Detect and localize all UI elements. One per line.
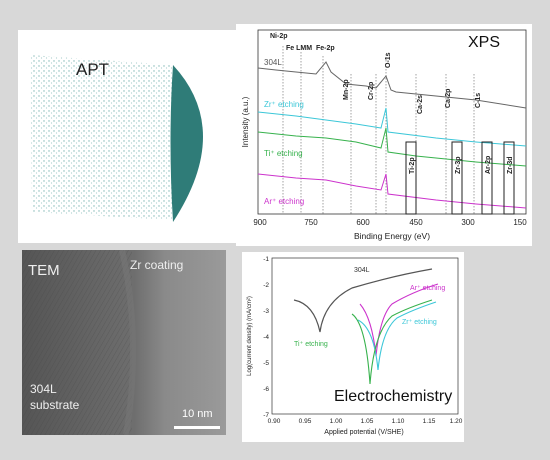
xps-boxed-label: Zr-3d [507,157,514,175]
xps-boxed-label: Ar-2p [485,156,492,174]
ec-curve-ar [359,283,439,357]
xps-peak-label: Ni-2p [270,33,288,40]
xps-peak-label: Fe-2p [316,45,335,52]
tem-substrate-line1: 304L [30,382,57,396]
ec-xtick: 1.15 [423,418,436,425]
ec-ytick: -4 [263,334,269,341]
xps-trace-label-ar: Ar⁺ etching [264,197,304,206]
xps-peak-label: Mn-2p [343,79,350,100]
ec-curve-zr [357,301,437,371]
xps-spectrum-304l [257,61,527,109]
xps-trace-label-ti: Ti⁺ etching [264,149,303,158]
xps-box-zr3p [451,141,463,215]
xps-plot-frame [257,29,527,215]
ec-xtick: 0.95 [299,418,312,425]
apt-label: APT [76,60,110,79]
tem-label: TEM [28,262,60,279]
xps-xtick: 900 [253,218,267,227]
tem-coating-label: Zr coating [130,258,184,272]
tem-scalebar-label: 10 nm [182,408,213,420]
polarization-chart: -1 -2 -3 -4 -5 -6 -7 0.90 0.95 1.00 1.05… [247,256,463,436]
xps-xtick: 450 [409,218,423,227]
ec-curve-label-ti: Ti⁺ etching [294,341,328,348]
xps-spectrum-zr [257,107,527,147]
apt-zr-cap [170,65,203,222]
xps-sample-label: 304L [264,58,282,67]
tem-scalebar [174,426,220,429]
xps-label: XPS [468,34,501,51]
xps-peak-label: Fe LMM [286,45,312,52]
electrochemistry-panel: -1 -2 -3 -4 -5 -6 -7 0.90 0.95 1.00 1.05… [242,252,464,442]
xps-spectrum-ar [257,173,527,209]
ec-ytick: -5 [263,360,269,367]
ec-label: Electrochemistry [334,388,453,405]
tem-panel: TEM Zr coating 304L substrate 10 nm [22,249,226,436]
tem-substrate-line2: substrate [30,398,80,412]
xps-spectrum-ti [257,127,527,167]
xps-boxed-label: Zr-3p [455,157,462,175]
xps-panel: 900 750 600 450 300 150 Binding Energy (… [236,24,532,246]
ec-curve-label-zr: Zr⁺ etching [402,319,437,326]
xps-xtick: 750 [304,218,318,227]
xps-peak-label: Ca-2s [417,95,424,114]
ec-curve-label-304l: 304L [354,267,370,274]
xps-chart: 900 750 600 450 300 150 Binding Energy (… [241,29,527,241]
xps-boxed-label: Ti-2p [409,157,416,174]
xps-peak-label: Cr-2p [368,82,375,100]
ec-ytick: -1 [263,256,269,263]
ec-curve-ti [351,299,433,385]
apt-panel: APT [18,30,244,243]
ec-ytick: -2 [263,282,269,289]
tem-image [22,249,226,436]
ec-xtick: 1.10 [392,418,405,425]
ec-xlabel: Applied potential (V/SHE) [324,429,403,436]
xps-xlabel: Binding Energy (eV) [354,231,430,241]
xps-xtick: 600 [356,218,370,227]
xps-peak-label: Ca-2p [445,89,452,108]
ec-ytick: -3 [263,308,269,315]
ec-xtick: 1.20 [450,418,463,425]
ec-xtick: 1.05 [361,418,374,425]
ec-ylabel: Log(current density) (mA/cm²) [247,296,253,376]
ec-curve-label-ar: Ar⁺ etching [410,285,445,292]
ec-xtick: 0.90 [268,418,281,425]
apt-reconstruction [30,55,203,222]
xps-peak-label: O-1s [385,52,392,68]
ec-ytick: -6 [263,386,269,393]
xps-xtick: 150 [513,218,527,227]
ec-plot-frame [271,257,459,415]
xps-xtick: 300 [461,218,475,227]
xps-box-ti2p [405,141,417,215]
ec-curve-304l [293,268,433,333]
ec-ytick: -7 [263,412,269,419]
xps-ylabel: Intensity (a.u.) [241,96,250,147]
xps-box-ar2p [481,141,493,215]
xps-box-zr3d [503,141,515,215]
apt-tip-body [30,55,173,220]
xps-trace-label-zr: Zr⁺ etching [264,100,304,109]
xps-peak-label: C-1s [475,93,482,108]
ec-xtick: 1.00 [330,418,343,425]
